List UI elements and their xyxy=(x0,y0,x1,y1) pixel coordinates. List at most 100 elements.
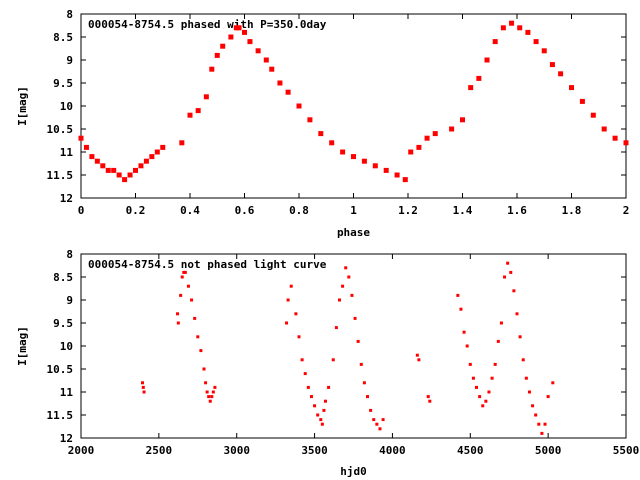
data-point xyxy=(518,335,522,339)
y-tick-label: 10 xyxy=(60,340,73,353)
unphased-light-curve-panel: 2000 2500 3000 3500 4000 4500 5000 5500 8 8.5 9 9.5… xyxy=(16,248,639,478)
y-tick-label: 9.5 xyxy=(53,77,73,90)
chart-title: 000054-8754.5 not phased light curve xyxy=(88,258,327,271)
data-point xyxy=(160,144,166,150)
data-point xyxy=(543,422,547,426)
data-point xyxy=(372,418,376,422)
x-tick-label: 1.8 xyxy=(562,204,582,217)
data-point xyxy=(350,293,354,297)
data-point xyxy=(506,261,510,265)
x-tick-label: 1.4 xyxy=(453,204,473,217)
data-point xyxy=(527,390,531,394)
y-tick-label: 11.5 xyxy=(47,169,74,182)
data-point xyxy=(94,158,100,164)
data-point xyxy=(417,358,421,362)
x-tick-label: 2000 xyxy=(68,444,95,457)
data-point xyxy=(347,275,351,279)
data-point xyxy=(303,372,307,376)
data-point xyxy=(208,399,212,403)
data-point xyxy=(306,385,310,389)
data-point xyxy=(408,149,414,155)
data-point xyxy=(138,163,144,169)
data-point xyxy=(525,29,531,35)
data-point xyxy=(296,103,302,109)
x-tick-label: 2 xyxy=(623,204,630,217)
data-point xyxy=(432,131,438,137)
x-tick-label: 0.4 xyxy=(180,204,200,217)
data-point xyxy=(394,172,400,178)
data-point xyxy=(475,385,479,389)
data-point xyxy=(213,385,217,389)
data-point xyxy=(193,316,197,320)
data-point xyxy=(300,358,304,362)
data-point xyxy=(183,270,187,274)
data-point xyxy=(341,284,345,288)
data-point xyxy=(456,293,460,297)
data-point xyxy=(362,381,366,385)
data-point xyxy=(493,362,497,366)
data-point xyxy=(534,413,538,417)
data-point xyxy=(210,395,214,399)
y-tick-label: 12 xyxy=(60,432,73,445)
data-point xyxy=(340,149,346,155)
y-tick-label: 10.5 xyxy=(47,363,74,376)
data-point xyxy=(369,408,373,412)
data-point xyxy=(465,344,469,348)
x-tick-label: 0.6 xyxy=(235,204,255,217)
data-point xyxy=(490,376,494,380)
data-point xyxy=(211,390,215,394)
data-point xyxy=(186,284,190,288)
data-point xyxy=(209,66,215,72)
data-point xyxy=(263,57,269,63)
data-point xyxy=(623,140,629,146)
data-point xyxy=(105,167,111,173)
data-point xyxy=(500,25,506,31)
y-tick-label: 11.5 xyxy=(47,409,74,422)
data-point xyxy=(187,112,193,118)
data-point xyxy=(176,312,180,316)
data-point xyxy=(141,381,145,385)
data-point xyxy=(460,117,465,123)
data-point xyxy=(142,390,146,394)
data-point xyxy=(351,154,356,160)
data-point xyxy=(541,48,547,54)
x-tick-label: 0 xyxy=(78,204,85,217)
x-tick-label: 3500 xyxy=(301,444,328,457)
data-point xyxy=(590,112,596,118)
data-point xyxy=(492,39,498,45)
data-point xyxy=(127,172,133,178)
data-point xyxy=(195,108,201,114)
data-point xyxy=(509,20,515,26)
data-point xyxy=(236,25,242,31)
y-tick-label: 11 xyxy=(60,386,74,399)
data-point xyxy=(285,89,291,95)
data-point xyxy=(89,154,95,160)
y-tick-label: 8 xyxy=(66,248,73,261)
data-point xyxy=(334,326,338,330)
data-point xyxy=(383,167,389,173)
data-point xyxy=(546,395,550,399)
data-point xyxy=(484,57,490,63)
data-point xyxy=(462,330,466,334)
y-tick-label: 12 xyxy=(60,192,73,205)
y-tick-label: 8.5 xyxy=(53,31,73,44)
data-point xyxy=(199,349,203,353)
data-point xyxy=(521,358,525,362)
data-point xyxy=(499,321,503,325)
data-point xyxy=(319,418,323,422)
data-point xyxy=(318,131,324,137)
data-point xyxy=(337,298,341,302)
data-point xyxy=(471,376,475,380)
data-point xyxy=(309,395,313,399)
data-point xyxy=(569,85,574,91)
data-point xyxy=(327,385,331,389)
x-tick-label: 4000 xyxy=(379,444,406,457)
y-tick-label: 10 xyxy=(60,100,73,113)
data-point xyxy=(449,126,455,132)
data-point xyxy=(179,140,185,146)
data-point xyxy=(277,80,283,86)
data-point xyxy=(356,339,360,343)
x-axis-label: phase xyxy=(337,226,370,239)
data-point xyxy=(537,422,541,426)
x-tick-label: 1.6 xyxy=(507,204,527,217)
